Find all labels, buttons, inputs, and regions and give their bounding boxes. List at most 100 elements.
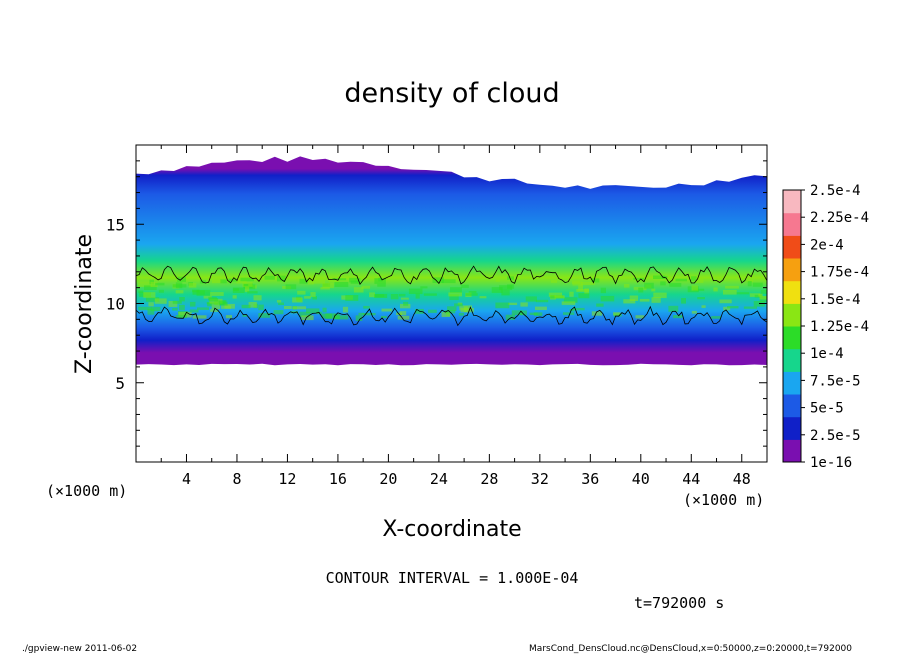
core-speckle xyxy=(450,287,462,293)
core-speckle xyxy=(381,308,393,312)
x-tick-label: 40 xyxy=(632,470,650,488)
colorbar-swatch xyxy=(783,416,801,440)
core-speckle xyxy=(218,300,226,305)
core-speckle xyxy=(147,308,155,315)
core-speckle xyxy=(292,297,303,303)
core-speckle xyxy=(192,289,200,293)
core-speckle xyxy=(304,296,311,299)
contour-interval-text: CONTOUR INTERVAL = 1.000E-04 xyxy=(326,569,579,587)
core-speckle xyxy=(479,296,487,299)
colorbar-label: 1.25e-4 xyxy=(810,319,869,335)
core-speckle xyxy=(138,306,152,311)
core-speckle xyxy=(247,291,258,294)
core-speckle xyxy=(158,289,164,293)
core-speckle xyxy=(228,278,238,282)
core-speckle xyxy=(459,305,472,311)
colorbar-swatch xyxy=(783,394,801,418)
core-speckle xyxy=(423,293,437,296)
x-tick-label: 24 xyxy=(430,470,448,488)
core-speckle xyxy=(144,285,157,290)
core-speckle xyxy=(207,302,213,307)
core-speckle xyxy=(278,302,284,305)
x-tick-label: 16 xyxy=(329,470,347,488)
colorbar-label: 1.5e-4 xyxy=(810,292,861,308)
core-speckle xyxy=(727,306,739,309)
colorbar-label: 1.75e-4 xyxy=(810,265,869,281)
core-speckle xyxy=(441,279,456,284)
core-speckle xyxy=(461,284,469,288)
core-speckle xyxy=(584,288,589,294)
core-speckle xyxy=(653,292,667,298)
core-speckle xyxy=(681,298,686,304)
core-speckle xyxy=(569,291,574,297)
core-speckle xyxy=(273,310,284,315)
core-speckle xyxy=(736,292,750,295)
core-speckle xyxy=(760,290,767,294)
cloud-core-band xyxy=(137,275,767,321)
core-speckle xyxy=(284,306,292,309)
core-speckle xyxy=(377,283,386,287)
core-speckle xyxy=(638,287,644,293)
core-speckle xyxy=(358,312,364,316)
core-speckle xyxy=(550,280,558,283)
core-speckle xyxy=(697,297,705,300)
core-speckle xyxy=(240,277,255,282)
core-speckle xyxy=(633,277,644,280)
core-speckle xyxy=(155,282,165,286)
core-speckle xyxy=(548,292,563,297)
core-speckle xyxy=(292,306,306,310)
core-speckle xyxy=(175,315,187,318)
core-speckle xyxy=(596,303,604,307)
core-speckle xyxy=(190,301,196,307)
core-speckle xyxy=(175,290,184,294)
core-speckle xyxy=(743,306,757,309)
core-speckle xyxy=(211,303,220,309)
core-speckle xyxy=(529,312,538,315)
core-speckle xyxy=(299,311,311,317)
core-speckle xyxy=(578,284,583,291)
x-tick-label: 36 xyxy=(581,470,599,488)
core-speckle xyxy=(746,279,754,283)
core-speckle xyxy=(258,304,264,311)
core-speckle xyxy=(581,282,595,285)
core-speckle xyxy=(179,297,185,302)
core-speckle xyxy=(420,286,428,289)
core-speckle xyxy=(441,311,451,317)
core-speckle xyxy=(299,278,308,284)
core-speckle xyxy=(374,294,385,298)
core-speckle xyxy=(192,315,207,319)
core-speckle xyxy=(243,284,249,287)
core-speckle xyxy=(397,315,410,320)
core-speckle xyxy=(148,302,154,307)
core-speckle xyxy=(465,293,478,296)
core-speckle xyxy=(145,297,160,302)
core-speckle xyxy=(400,297,409,300)
core-speckle xyxy=(220,279,227,284)
core-speckle xyxy=(468,291,477,294)
core-speckle xyxy=(241,304,251,309)
core-speckle xyxy=(666,276,675,281)
colorbar-label: 2.25e-4 xyxy=(810,210,869,226)
core-speckle xyxy=(369,292,375,298)
core-speckle xyxy=(210,292,224,296)
cloud-layer xyxy=(136,156,767,366)
core-speckle xyxy=(349,277,361,283)
x-axis-label: X-coordinate xyxy=(382,517,521,542)
core-speckle xyxy=(495,302,510,309)
core-speckle xyxy=(713,287,718,292)
core-speckle xyxy=(381,315,387,319)
core-speckle xyxy=(759,296,767,300)
y-axis-label: Z-coordinate xyxy=(72,234,97,374)
core-speckle xyxy=(203,295,212,299)
core-speckle xyxy=(600,295,615,302)
x-axis-ticks: 4 8 12 16 20 24 28 32 36 40 44 48 xyxy=(160,145,751,488)
core-speckle xyxy=(332,278,347,281)
core-speckle xyxy=(408,288,423,294)
core-speckle xyxy=(635,315,645,319)
core-speckle xyxy=(673,315,683,319)
core-speckle xyxy=(400,303,411,309)
colorbar-swatch xyxy=(783,371,801,395)
core-speckle xyxy=(495,278,500,282)
core-speckle xyxy=(232,295,237,299)
